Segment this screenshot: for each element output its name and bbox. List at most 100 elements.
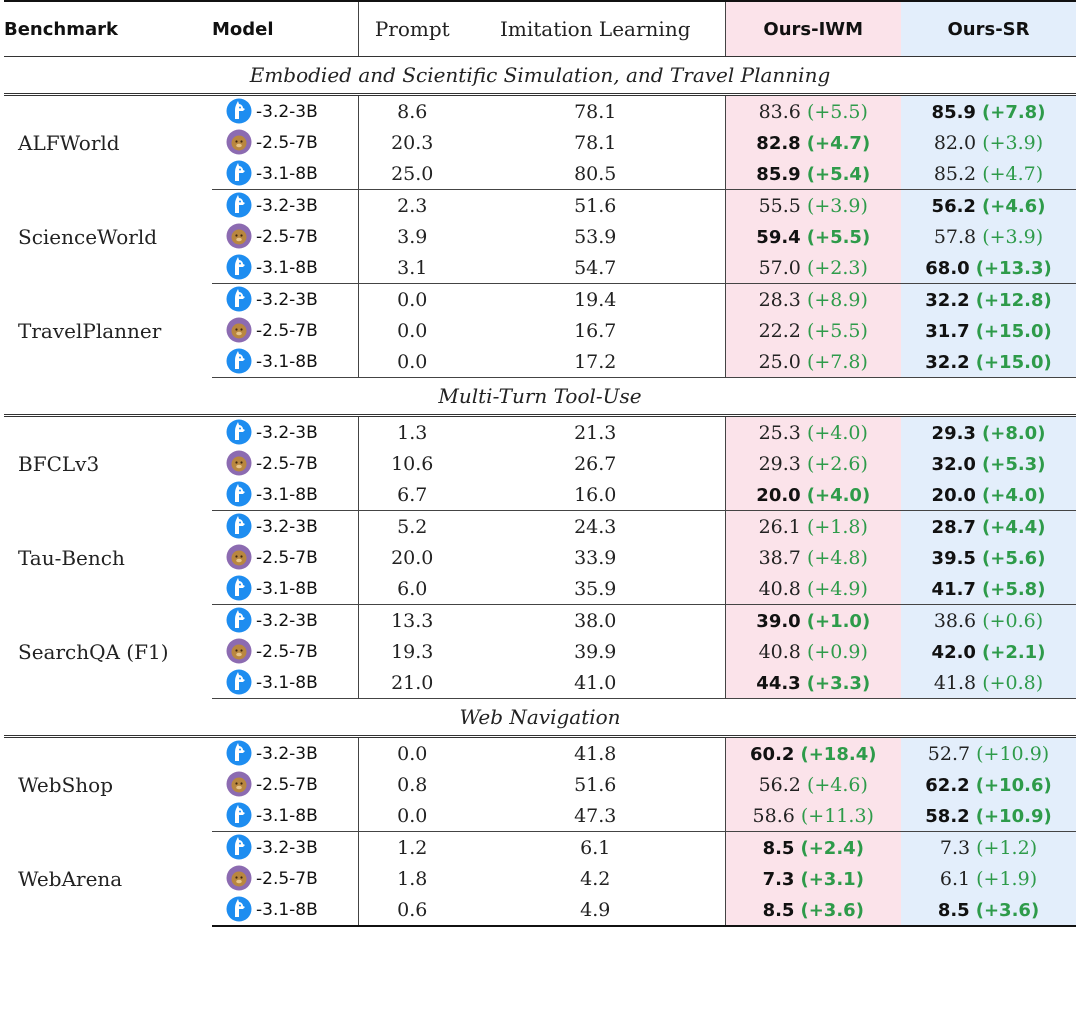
qwen-icon: [226, 317, 252, 343]
iwm-gain: (+11.3): [800, 804, 874, 827]
table-row: -3.1-8B 0.0 47.3 58.6 (+11.3) 58.2 (+10.9): [4, 800, 1076, 832]
iwm-gain: (+4.7): [806, 132, 871, 154]
iwm-value: 82.8: [756, 132, 801, 154]
model-cell: -2.5-7B: [212, 863, 359, 894]
sr-gain: (+10.9): [975, 805, 1052, 827]
ours-iwm-cell: 83.6 (+5.5): [725, 94, 901, 127]
model-cell: -3.2-3B: [212, 283, 359, 315]
section-header-row: Multi-Turn Tool-Use: [4, 377, 1076, 417]
sr-value: 32.2: [925, 351, 970, 373]
ours-iwm-cell: 25.0 (+7.8): [725, 346, 901, 378]
prompt-cell: 1.3: [397, 421, 428, 444]
section-header-row: Embodied and Scientific Simulation, and …: [4, 56, 1076, 96]
iwm-value: 25.3: [758, 421, 801, 444]
sr-value: 8.5: [937, 899, 970, 921]
imitation-learning-cell: 47.3: [466, 800, 726, 832]
sr-value: 28.7: [931, 516, 976, 538]
ours-iwm-cell: 59.4 (+5.5): [725, 221, 901, 252]
sr-gain: (+2.1): [982, 641, 1046, 663]
qwen-icon: [226, 771, 252, 797]
model-version: -2.5-7B: [256, 132, 318, 153]
iwm-value: 25.0: [758, 350, 801, 373]
imitation-learning-cell: 21.3: [466, 415, 726, 448]
table-row: BFCLv3 -3.2-3B 1.3 21.3 25.3 (+4.0) 29.3 (+8.…: [4, 415, 1076, 476]
imitation-learning-cell: 51.6: [466, 189, 726, 221]
model-cell: -3.2-3B: [212, 604, 359, 636]
model-cell: -3.2-3B: [212, 94, 359, 127]
iwm-value: 29.3: [758, 452, 801, 475]
ours-iwm-cell: 40.8 (+4.9): [725, 573, 901, 605]
sr-gain: (+3.9): [982, 225, 1044, 248]
benchmark-name: ALFWorld: [18, 130, 120, 155]
ours-iwm-cell: 28.3 (+8.9): [725, 283, 901, 315]
iwm-value: 59.4: [756, 226, 801, 248]
imitation-learning-cell: 26.7: [466, 448, 726, 479]
model-cell: -3.2-3B: [212, 415, 359, 448]
sr-gain: (+4.0): [982, 484, 1046, 506]
benchmark-name: BFCLv3: [18, 451, 100, 476]
qwen-icon: [226, 865, 252, 891]
header-ours-sr: Ours-SR: [901, 0, 1076, 57]
table-row: -2.5-7B 0.0 16.7 22.2 (+5.5) 31.7 (+15.0): [4, 315, 1076, 346]
ours-sr-cell: 42.0 (+2.1): [901, 636, 1076, 667]
iwm-gain: (+8.9): [806, 288, 868, 311]
prompt-cell: 0.0: [358, 800, 466, 832]
ours-iwm-cell: 8.5 (+3.6): [725, 894, 901, 927]
imitation-learning-cell: 16.0: [466, 479, 726, 511]
sr-value: 42.0: [931, 641, 976, 663]
qwen-icon: [226, 544, 252, 570]
llama-icon: [226, 896, 252, 922]
prompt-cell: 1.2: [397, 836, 428, 859]
iwm-value: 40.8: [758, 577, 801, 600]
ours-sr-cell: 6.1 (+1.9): [901, 863, 1076, 894]
llama-icon: [226, 481, 252, 507]
sr-gain: (+3.9): [982, 131, 1044, 154]
sr-value: 31.7: [925, 320, 970, 342]
iwm-value: 8.5: [762, 899, 795, 921]
iwm-gain: (+1.0): [806, 610, 871, 632]
iwm-value: 22.2: [758, 319, 801, 342]
llama-icon: [226, 513, 252, 539]
llama-icon: [226, 419, 252, 445]
ours-sr-cell: 29.3 (+8.0): [901, 415, 1076, 448]
iwm-gain: (+0.9): [806, 640, 868, 663]
table-row: -3.1-8B 0.6 4.9 8.5 (+3.6) 8.5 (+3.6): [4, 894, 1076, 927]
iwm-value: 26.1: [758, 515, 801, 538]
table-row: -3.1-8B 6.0 35.9 40.8 (+4.9) 41.7 (+5.8): [4, 573, 1076, 605]
llama-icon: [226, 802, 252, 828]
sr-value: 7.3: [939, 836, 971, 859]
llama-icon: [226, 834, 252, 860]
model-version: -3.1-8B: [256, 805, 318, 826]
table-row: -3.1-8B 3.1 54.7 57.0 (+2.3) 68.0 (+13.3): [4, 252, 1076, 284]
model-cell: -3.2-3B: [212, 736, 359, 769]
ours-sr-cell: 41.8 (+0.8): [901, 667, 1076, 699]
model-version: -3.2-3B: [256, 101, 318, 122]
table-row: SearchQA (F1) -3.2-3B 13.3 38.0 39.0 (+1.0) 3…: [4, 604, 1076, 664]
imitation-learning-cell: 19.4: [466, 283, 726, 315]
table-row: -3.1-8B 6.7 16.0 20.0 (+4.0) 20.0 (+4.0): [4, 479, 1076, 511]
sr-value: 58.2: [925, 805, 970, 827]
sr-value: 41.8: [933, 671, 977, 694]
table-body: Embodied and Scientific Simulation, and …: [4, 56, 1076, 927]
llama-icon: [226, 669, 252, 695]
table-row: -2.5-7B 20.3 78.1 82.8 (+4.7) 82.0 (+3.9): [4, 127, 1076, 158]
sr-value: 85.9: [931, 101, 976, 123]
ours-sr-cell: 8.5 (+3.6): [901, 894, 1076, 927]
table-row: -2.5-7B 1.8 4.2 7.3 (+3.1) 6.1 (+1.9): [4, 863, 1076, 894]
ours-iwm-cell: 58.6 (+11.3): [725, 800, 901, 832]
benchmark-name: Tau-Bench: [18, 545, 125, 570]
iwm-gain: (+2.6): [806, 452, 868, 475]
sr-value: 56.2: [931, 195, 976, 217]
ours-sr-cell: 68.0 (+13.3): [901, 252, 1076, 284]
table-row: -2.5-7B 3.9 53.9 59.4 (+5.5) 57.8 (+3.9): [4, 221, 1076, 252]
imitation-learning-cell: 6.1: [466, 831, 726, 863]
imitation-learning-cell: 41.0: [466, 667, 726, 699]
sr-gain: (+15.0): [975, 320, 1052, 342]
imitation-learning-cell: 38.0: [466, 604, 726, 636]
model-version: -3.2-3B: [256, 837, 318, 858]
iwm-gain: (+3.6): [800, 899, 864, 921]
sr-gain: (+12.8): [975, 289, 1052, 311]
prompt-cell: 0.8: [397, 773, 428, 796]
model-version: -3.1-8B: [256, 257, 318, 278]
iwm-gain: (+2.3): [806, 256, 868, 279]
